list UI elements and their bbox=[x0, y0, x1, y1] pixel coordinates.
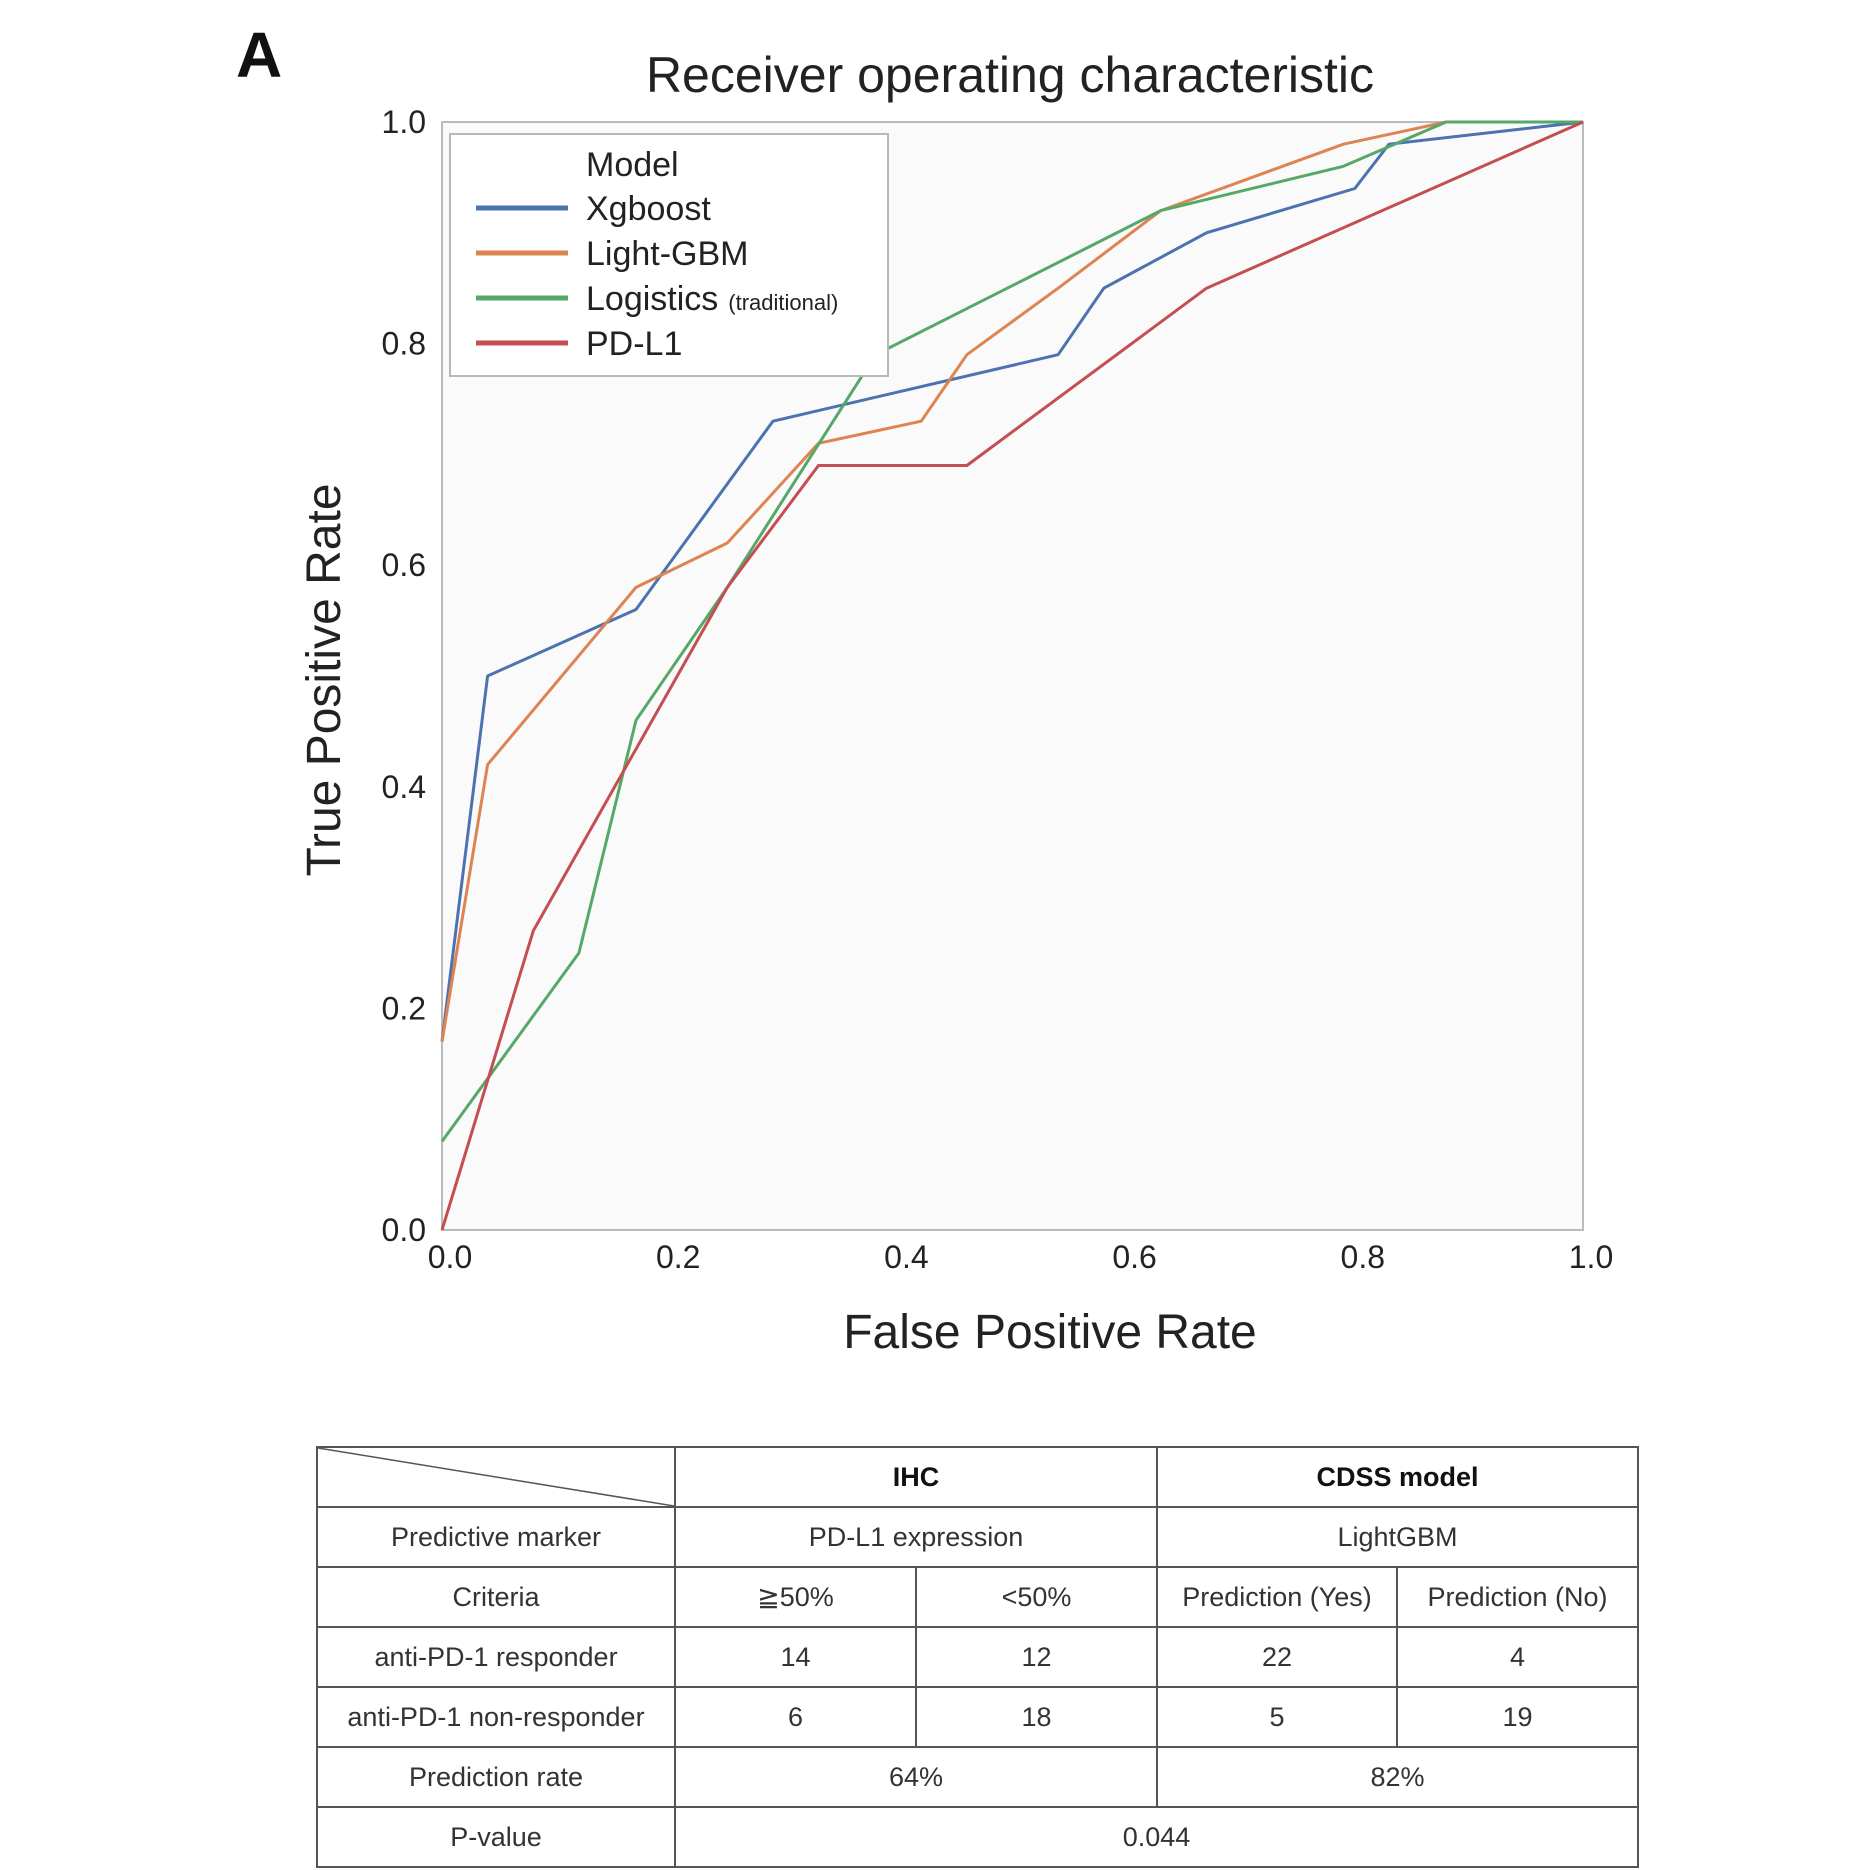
table-cell: 14 bbox=[674, 1626, 917, 1688]
table-row: anti-PD-1 non-responder 6 18 5 19 bbox=[316, 1686, 1639, 1748]
table-row: Predictive marker PD-L1 expression Light… bbox=[316, 1506, 1639, 1568]
x-axis-label: False Positive Rate bbox=[843, 1306, 1257, 1359]
x-tick-label: 0.8 bbox=[1341, 1239, 1385, 1275]
table-header-row: IHC CDSS model bbox=[316, 1446, 1639, 1508]
results-table: IHC CDSS model Predictive marker PD-L1 e… bbox=[316, 1446, 1639, 1868]
x-tick-label: 0.4 bbox=[884, 1239, 928, 1275]
cdss-header: CDSS model bbox=[1156, 1446, 1639, 1508]
table-cell: PD-L1 expression bbox=[674, 1506, 1158, 1568]
table-cell: 19 bbox=[1396, 1686, 1639, 1748]
ihc-header: IHC bbox=[674, 1446, 1158, 1508]
x-tick-label: 1.0 bbox=[1569, 1239, 1613, 1275]
legend-title: Model bbox=[586, 146, 679, 184]
table-cell: 5 bbox=[1156, 1686, 1398, 1748]
panel-label: A bbox=[236, 19, 283, 91]
series-line-xgboost bbox=[440, 120, 1584, 1042]
table-cell: Prediction (No) bbox=[1396, 1566, 1639, 1628]
table-row: Criteria ≧50% <50% Prediction (Yes) Pred… bbox=[316, 1566, 1639, 1628]
y-tick-label: 0.4 bbox=[382, 769, 426, 805]
legend-entry: Logistics (traditional) bbox=[586, 280, 838, 318]
chart-title: Receiver operating characteristic bbox=[646, 47, 1374, 103]
y-tick-label: 0.8 bbox=[382, 326, 426, 362]
table-cell: Prediction (Yes) bbox=[1156, 1566, 1398, 1628]
table-row: P-value 0.044 bbox=[316, 1806, 1639, 1868]
table-cell: ≧50% bbox=[674, 1566, 917, 1628]
table-cell: 18 bbox=[915, 1686, 1158, 1748]
series-line-pd-l1 bbox=[440, 120, 1584, 1231]
y-tick-label: 0.0 bbox=[382, 1212, 426, 1248]
y-tick-label: 0.6 bbox=[382, 547, 426, 583]
table-cell: 22 bbox=[1156, 1626, 1398, 1688]
table-row: anti-PD-1 responder 14 12 22 4 bbox=[316, 1626, 1639, 1688]
x-tick-label: 0.0 bbox=[428, 1239, 472, 1275]
row-label: Prediction rate bbox=[316, 1746, 676, 1808]
x-tick-label: 0.6 bbox=[1112, 1239, 1156, 1275]
roc-chart: Receiver operating characteristic 0.0 0.2… bbox=[298, 47, 1613, 1359]
table-cell: 4 bbox=[1396, 1626, 1639, 1688]
y-axis-ticks: 0.0 0.2 0.4 0.6 0.8 1.0 bbox=[382, 104, 426, 1248]
x-tick-label: 0.2 bbox=[656, 1239, 700, 1275]
row-label: anti-PD-1 non-responder bbox=[316, 1686, 676, 1748]
row-label: Criteria bbox=[316, 1566, 676, 1628]
y-tick-label: 1.0 bbox=[382, 104, 426, 140]
table-cell: <50% bbox=[915, 1566, 1158, 1628]
table-cell: 64% bbox=[674, 1746, 1158, 1808]
x-axis-ticks: 0.0 0.2 0.4 0.6 0.8 1.0 bbox=[428, 1239, 1613, 1275]
legend-entry: Light-GBM bbox=[586, 235, 749, 273]
table-cell: 0.044 bbox=[674, 1806, 1639, 1868]
row-label: anti-PD-1 responder bbox=[316, 1626, 676, 1688]
row-label: Predictive marker bbox=[316, 1506, 676, 1568]
corner-cell bbox=[316, 1446, 676, 1508]
legend: Model Xgboost Light-GBM Logistics (traditio… bbox=[449, 133, 889, 377]
table-cell: 12 bbox=[915, 1626, 1158, 1688]
table-cell: 6 bbox=[674, 1686, 917, 1748]
y-tick-label: 0.2 bbox=[382, 990, 426, 1026]
table-cell: 82% bbox=[1156, 1746, 1639, 1808]
table-cell: LightGBM bbox=[1156, 1506, 1639, 1568]
table-row: Prediction rate 64% 82% bbox=[316, 1746, 1639, 1808]
legend-entry: Xgboost bbox=[586, 190, 711, 228]
y-axis-label: True Positive Rate bbox=[298, 483, 351, 876]
row-label: P-value bbox=[316, 1806, 676, 1868]
legend-entry: PD-L1 bbox=[586, 325, 682, 363]
series-line-light-gbm bbox=[440, 120, 1583, 1042]
